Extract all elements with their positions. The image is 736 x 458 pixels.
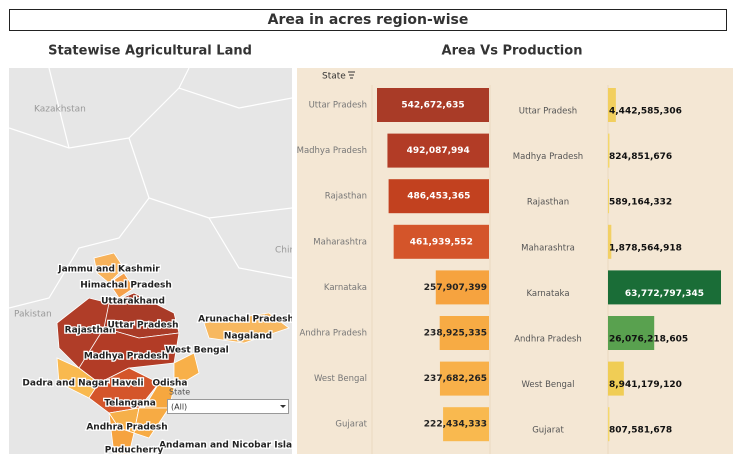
state-label: Gujarat	[532, 426, 564, 436]
bar	[608, 361, 624, 396]
value-label: 238,925,335	[424, 329, 487, 339]
state-label: Rajasthan	[527, 198, 569, 208]
state-label: Andhra Pradesh	[299, 329, 367, 339]
state-label: Uttar Pradesh	[108, 321, 179, 331]
value-label: 1,878,564,918	[609, 243, 682, 253]
bar	[608, 224, 612, 259]
title-box	[9, 9, 727, 31]
state-label: Karnataka	[526, 289, 569, 299]
bar-panel	[297, 68, 733, 454]
state-label: Arunachal Pradesh	[198, 315, 294, 325]
state-label: Rajasthan	[325, 192, 367, 202]
state-label: Andhra Pradesh	[514, 335, 582, 345]
state-label: Odisha	[152, 379, 187, 389]
value-label: 589,164,332	[609, 198, 672, 208]
map-title: Statewise Agricultural Land	[48, 44, 252, 59]
panel-title: Area Vs Production	[442, 44, 583, 59]
value-label: 486,453,365	[407, 192, 470, 202]
bar	[435, 270, 489, 305]
value-label: 63,772,797,345	[625, 289, 704, 299]
bar	[608, 407, 610, 442]
state-label: Madhya Pradesh	[297, 146, 367, 156]
bar	[608, 133, 610, 168]
filter-value[interactable]: (All)	[171, 403, 187, 412]
state-label: Karnataka	[324, 283, 367, 293]
state-label: Andhra Pradesh	[86, 423, 167, 433]
state-label: Madhya Pradesh	[84, 352, 168, 362]
state-label: West Bengal	[314, 374, 367, 384]
state-label: Nagaland	[224, 332, 272, 342]
bar	[608, 179, 610, 214]
state-label: Rajasthan	[65, 326, 116, 336]
state-label: Telangana	[104, 399, 156, 409]
map-background	[9, 68, 292, 454]
value-label: 257,907,399	[424, 283, 487, 293]
state-label: Puducherry	[105, 446, 164, 455]
state-label: Himachal Pradesh	[80, 281, 172, 291]
bar	[387, 133, 489, 168]
state-label: Uttar Pradesh	[519, 107, 577, 117]
value-label: 4,442,585,306	[609, 107, 682, 117]
filter-select[interactable]	[167, 399, 289, 414]
value-label: 26,076,218,605	[609, 335, 688, 345]
state-label: Andaman and Nicobar Island	[159, 441, 305, 451]
filter-label: State	[169, 388, 190, 397]
state-label: Uttarakhand	[101, 297, 165, 307]
bar	[439, 316, 489, 350]
country-label: Chir	[275, 246, 293, 256]
state-label: Dadra and Nagar Haveli	[22, 379, 143, 389]
value-label: 222,434,333	[424, 420, 487, 430]
india	[56, 252, 290, 454]
bar	[608, 316, 655, 350]
state-label: Madhya Pradesh	[513, 152, 583, 162]
value-label: 492,087,994	[407, 146, 470, 156]
dashboard-title: Area in acres region-wise	[268, 12, 469, 28]
state-label: West Bengal	[165, 346, 228, 356]
value-label: 461,939,552	[410, 237, 473, 247]
country-label: Kazakhstan	[34, 105, 86, 115]
bar	[439, 361, 489, 396]
country-label: Pakistan	[14, 310, 52, 320]
column-header[interactable]: State	[322, 72, 346, 82]
state-label: Uttar Pradesh	[309, 101, 367, 111]
state-label: Maharashtra	[313, 237, 367, 247]
value-label: 8,941,179,120	[609, 380, 682, 390]
borders	[9, 68, 292, 309]
bar	[377, 88, 489, 122]
bar	[608, 88, 616, 122]
bar	[608, 270, 721, 305]
state-label: Maharashtra	[521, 243, 575, 253]
map: Kazakhstan Pakistan Chir Jammu and Kashm…	[9, 68, 305, 455]
value-label: 807,581,678	[609, 426, 672, 436]
value-label: 824,851,676	[609, 152, 672, 162]
dropdown-arrow[interactable]	[280, 405, 286, 408]
state-label: West Bengal	[521, 380, 574, 390]
state-label: Gujarat	[335, 420, 367, 430]
sort-icon[interactable]	[348, 71, 355, 79]
state-label: Jammu and Kashmir	[57, 265, 160, 275]
value-label: 542,672,635	[401, 101, 464, 111]
bar	[388, 179, 489, 214]
value-label: 237,682,265	[424, 374, 487, 384]
bar	[443, 407, 489, 442]
bar	[393, 224, 489, 259]
